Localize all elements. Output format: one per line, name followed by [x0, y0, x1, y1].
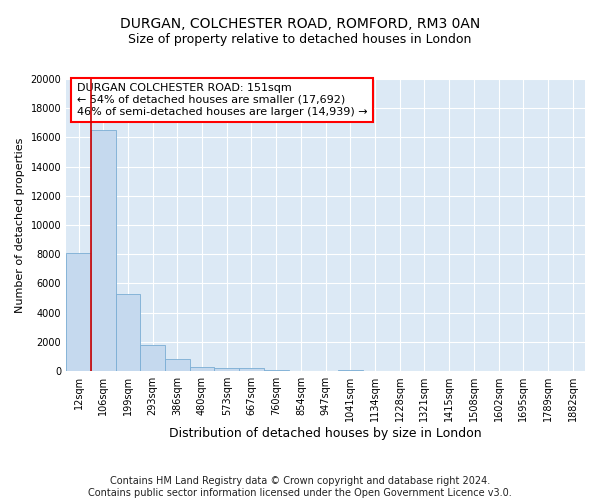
Bar [239, 368, 264, 371]
Bar [338, 370, 362, 371]
Bar [214, 368, 239, 371]
Bar [190, 366, 214, 371]
Bar [140, 345, 165, 371]
Bar [165, 360, 190, 371]
Y-axis label: Number of detached properties: Number of detached properties [15, 138, 25, 312]
Bar [116, 294, 140, 371]
Bar [264, 370, 289, 371]
Text: DURGAN, COLCHESTER ROAD, ROMFORD, RM3 0AN: DURGAN, COLCHESTER ROAD, ROMFORD, RM3 0A… [120, 18, 480, 32]
Bar [66, 253, 91, 371]
X-axis label: Distribution of detached houses by size in London: Distribution of detached houses by size … [169, 427, 482, 440]
Bar [91, 130, 116, 371]
Text: DURGAN COLCHESTER ROAD: 151sqm
← 54% of detached houses are smaller (17,692)
46%: DURGAN COLCHESTER ROAD: 151sqm ← 54% of … [77, 84, 367, 116]
Text: Size of property relative to detached houses in London: Size of property relative to detached ho… [128, 32, 472, 46]
Text: Contains HM Land Registry data © Crown copyright and database right 2024.
Contai: Contains HM Land Registry data © Crown c… [88, 476, 512, 498]
